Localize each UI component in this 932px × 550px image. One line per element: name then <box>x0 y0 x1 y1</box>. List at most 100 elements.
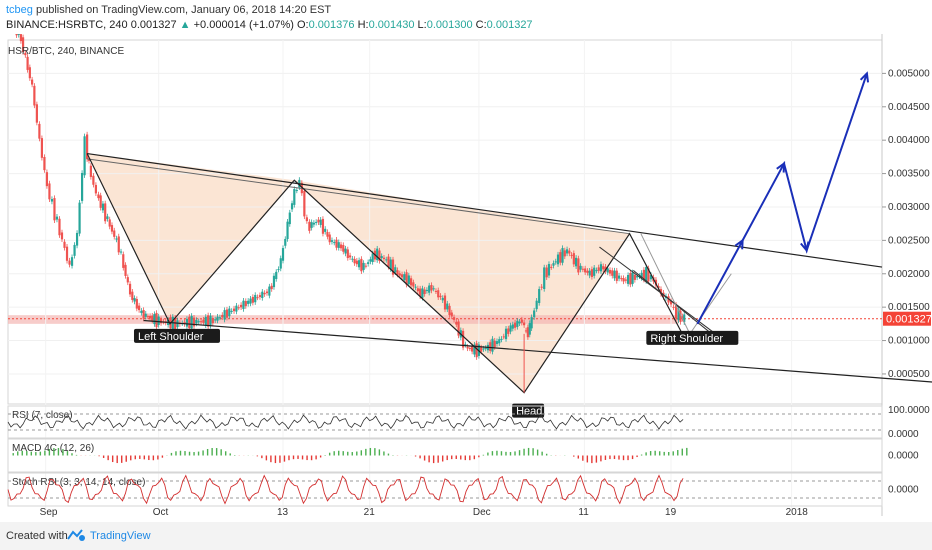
ohlc-close-value: 0.001327 <box>486 19 533 31</box>
candle <box>221 314 224 318</box>
candle <box>528 323 531 335</box>
candle <box>333 242 336 244</box>
macd-bar <box>600 455 602 462</box>
ohlc-open-label: O: <box>297 19 309 31</box>
candle <box>335 239 338 248</box>
macd-bar <box>532 448 534 456</box>
macd-bar <box>541 451 543 456</box>
y-tick-label: 0.000500 <box>888 369 930 380</box>
macd-bar <box>175 451 177 456</box>
candle <box>94 184 98 194</box>
macd-bar <box>157 455 159 460</box>
left-shoulder-shade <box>87 153 295 324</box>
candle <box>669 300 673 305</box>
candle <box>378 250 381 261</box>
price-chart[interactable]: Left Shoulder Head Right Shoulder 0.005000… <box>0 34 932 522</box>
candle <box>511 324 514 329</box>
macd-bar <box>279 455 281 463</box>
candle <box>520 319 523 323</box>
candle <box>117 236 120 253</box>
candle <box>275 271 278 280</box>
indicator-label: Stoch RSI (3, 3, 14, 14, close) <box>12 477 145 488</box>
candle <box>202 319 205 323</box>
candle <box>342 245 345 252</box>
candle <box>419 288 422 297</box>
macd-bar <box>152 455 155 461</box>
indicator-pane <box>7 438 883 473</box>
candle <box>133 298 136 302</box>
candle <box>223 310 226 320</box>
macd-bar <box>139 455 141 459</box>
candle <box>649 274 653 280</box>
author-link[interactable]: tcbeg <box>6 4 33 16</box>
candle <box>92 175 95 185</box>
macd-bar <box>107 455 109 461</box>
candle <box>500 338 503 340</box>
macd-bar <box>338 450 340 456</box>
ohlc-high-label: H: <box>357 19 369 31</box>
support-zone <box>8 315 679 324</box>
tradingview-brand[interactable]: TradingView <box>90 530 151 542</box>
candle <box>344 248 347 254</box>
candle <box>310 222 313 228</box>
candle <box>135 299 138 309</box>
candle <box>242 300 245 310</box>
candle <box>138 305 141 311</box>
candle <box>683 314 686 323</box>
macd-bar <box>387 453 390 456</box>
macd-bar <box>315 455 317 460</box>
candle <box>409 278 413 286</box>
macd-bar <box>545 453 548 456</box>
price-axis[interactable]: 0.005000 0.004500 0.004000 0.003500 0.003000… <box>882 68 932 380</box>
candle <box>97 194 100 199</box>
macd-bar <box>432 455 435 464</box>
candle <box>504 328 508 340</box>
macd-bar <box>179 450 182 456</box>
candle <box>293 189 296 205</box>
macd-bar <box>573 455 575 457</box>
macd-bar <box>328 452 331 456</box>
candle <box>83 136 86 176</box>
macd-bar <box>188 451 191 456</box>
candle <box>115 238 118 240</box>
candle <box>286 221 289 240</box>
macd-bar <box>464 455 466 461</box>
candle <box>466 346 469 349</box>
macd-bar <box>288 455 290 461</box>
candle <box>475 343 478 358</box>
macd-bar <box>283 455 286 462</box>
macd-bar <box>342 451 344 456</box>
y-tick-label: 0.005000 <box>888 68 930 79</box>
macd-bar <box>582 455 584 461</box>
candle <box>495 341 499 344</box>
candle <box>119 251 123 253</box>
candle <box>183 321 186 325</box>
candle <box>270 285 273 290</box>
macd-bar <box>451 455 453 460</box>
macd-bar <box>636 455 638 458</box>
candle <box>570 254 573 256</box>
macd-bar <box>663 451 665 456</box>
price-change: +0.000014 (+1.07%) <box>193 19 294 31</box>
candle <box>611 270 614 276</box>
candle <box>626 275 630 284</box>
time-axis[interactable]: SepOct1321Dec111920181523Feb <box>40 507 932 518</box>
candle <box>568 250 571 254</box>
candle <box>330 240 334 242</box>
drawing-tools: Left Shoulder Head Right Shoulder <box>86 71 932 418</box>
macd-bar <box>631 455 634 460</box>
macd-bar <box>365 448 367 456</box>
candle <box>40 138 44 158</box>
y-tick-label: 0.002000 <box>888 269 930 280</box>
candle <box>33 85 36 106</box>
candle <box>21 37 25 53</box>
candle <box>416 288 419 292</box>
candle <box>155 312 158 328</box>
candle <box>218 317 222 319</box>
macd-bar <box>26 451 28 456</box>
candle <box>80 172 84 201</box>
candle <box>58 218 61 236</box>
macd-bar <box>586 455 589 463</box>
macd-bar <box>102 455 105 458</box>
candle <box>75 232 79 246</box>
